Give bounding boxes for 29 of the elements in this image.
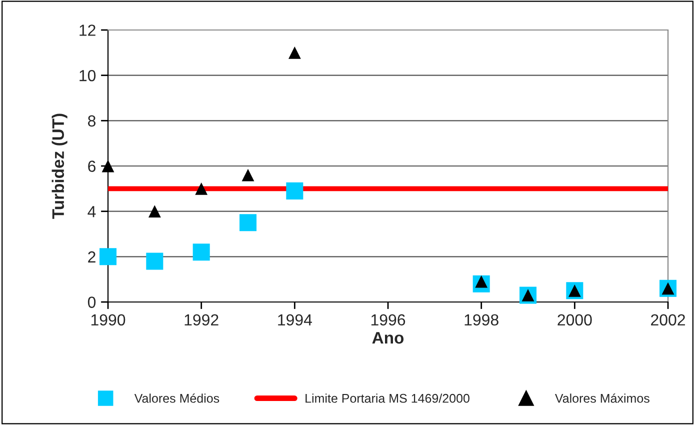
y-tick-label: 10 [80,70,96,82]
point [242,168,254,182]
x-tick-label: 1992 [184,314,218,326]
point [146,252,164,270]
x-tick-label: 2000 [558,314,592,326]
point [288,46,301,59]
legend-label: Limite Portaria MS 1469/2000 [306,394,470,403]
x-tick-label: 2002 [651,314,685,326]
legend-label: Valores Máximos [554,393,650,403]
y-tick-label: 4 [88,206,96,218]
y-tick-label: 12 [80,24,96,36]
point [148,205,161,218]
legend-label: Valores Médios [134,393,220,403]
x-tick-label: 1994 [278,314,312,326]
x-tick-label: 1990 [91,314,126,326]
y-tick-label: 6 [88,160,96,172]
x-axis-title: Ano [372,332,404,344]
x-tick-label: 1998 [464,314,498,326]
y-tick-label: 0 [88,296,96,308]
y-axis-title: Turbidez (UT) [52,114,68,219]
y-tick-label: 8 [88,115,96,127]
point [239,214,257,232]
x-tick-label: 1996 [371,314,406,326]
point [192,244,210,261]
point [286,182,304,200]
point [195,182,208,195]
y-tick-label: 2 [88,251,96,262]
point [102,160,114,172]
point [99,248,117,266]
